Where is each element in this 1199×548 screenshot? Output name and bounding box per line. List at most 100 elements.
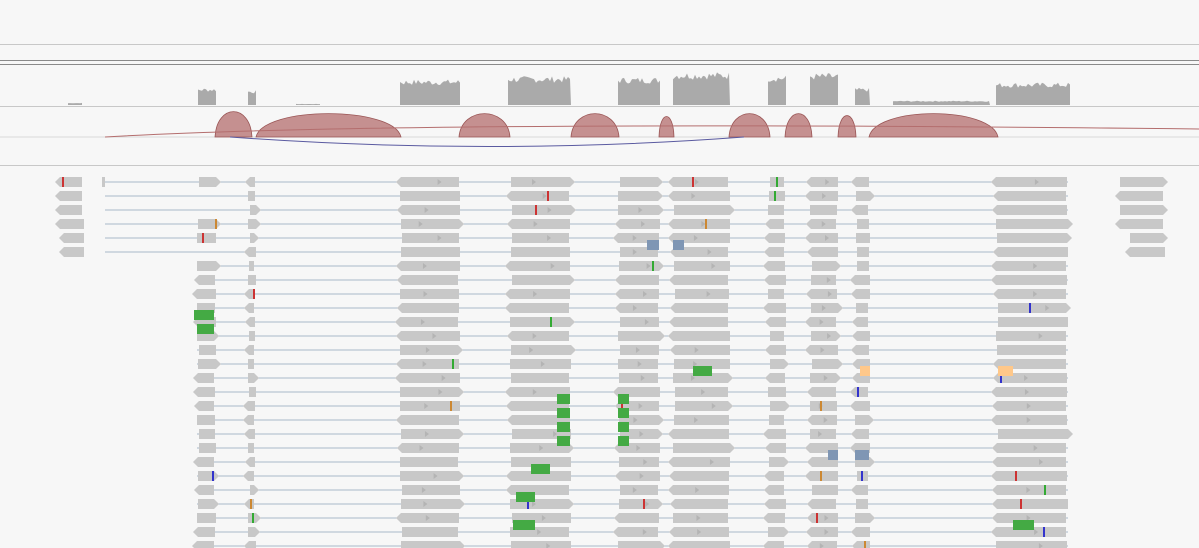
read-strand-arrow [425,347,430,353]
read-strand-arrow [540,361,545,367]
aligned-read [401,499,460,509]
aligned-read [857,317,868,327]
read-strand-arrow [423,501,428,507]
aligned-read [620,317,659,327]
aligned-read [510,289,570,299]
read-strand-arrow [764,247,769,257]
read-strand-arrow [1033,263,1038,269]
read-strand-arrow [537,529,542,535]
read-strand-arrow [765,373,770,383]
aligned-read [400,457,458,467]
read-strand-arrow [805,233,810,243]
coverage-bar [198,88,216,105]
aligned-read [674,317,728,327]
read-strand-arrow [640,375,645,381]
read-strand-arrow [730,205,735,215]
read-strand-arrow [396,331,401,341]
read-strand-arrow [255,527,260,537]
aligned-read [619,373,658,383]
aligned-read [199,485,214,495]
read-strand-arrow [569,443,574,453]
read-strand-arrow [254,233,259,243]
read-strand-arrow [852,541,857,548]
aligned-read [674,359,730,369]
read-strand-arrow [441,375,446,381]
read-strand-arrow [696,515,701,521]
aligned-read [402,527,458,537]
aligned-read [673,485,729,495]
aligned-read [857,359,870,369]
read-strand-arrow [701,221,706,227]
read-strand-arrow [821,221,826,227]
read-strand-arrow [506,485,511,495]
aligned-read [856,191,870,201]
aligned-read [249,345,254,355]
read-strand-arrow [613,387,618,397]
aligned-read [770,331,784,341]
aligned-read [511,485,569,495]
aligned-read [673,233,730,243]
aligned-read [673,443,730,453]
read-strand-arrow [1033,445,1038,451]
aligned-read [675,345,730,355]
read-strand-arrow [1068,429,1073,439]
read-strand-arrow [256,205,261,215]
aligned-read [619,457,659,467]
aligned-read [250,457,255,467]
aligned-read [64,233,84,243]
read-strand-arrow [807,415,812,425]
read-strand-arrow [615,289,620,299]
read-strand-arrow [851,527,856,537]
read-strand-arrow [1033,291,1038,297]
aligned-read [997,485,1066,495]
read-strand-arrow [638,403,643,409]
read-strand-arrow [570,275,575,285]
base-mismatch [1015,471,1017,481]
read-strand-arrow [570,317,575,327]
aligned-read [249,387,256,397]
aligned-read [855,387,868,397]
aligned-read [249,289,255,299]
aligned-read [199,443,216,453]
read-strand-arrow [542,193,547,199]
aligned-read [60,205,82,215]
aligned-read [997,233,1067,243]
read-strand-arrow [529,347,534,353]
read-strand-arrow [1125,247,1130,257]
read-strand-arrow [418,221,423,227]
aligned-read [619,499,658,509]
read-strand-arrow [615,219,620,229]
colored-read-feature [618,394,629,404]
read-strand-arrow [819,543,824,548]
read-strand-arrow [642,529,647,535]
read-strand-arrow [1045,305,1050,311]
aligned-read [60,177,82,187]
read-strand-arrow [784,359,789,369]
aligned-read [620,485,658,495]
read-strand-arrow [668,331,673,341]
read-strand-arrow [992,485,997,495]
colored-read-feature [194,310,214,320]
coverage-bar [768,75,786,105]
read-strand-arrow [660,541,665,548]
aligned-read [511,457,571,467]
read-strand-arrow [547,235,552,241]
aligned-read [810,429,836,439]
read-strand-arrow [701,389,706,395]
aligned-read [768,527,784,537]
read-strand-arrow [694,417,699,423]
aligned-read [673,429,729,439]
base-mismatch [535,205,537,215]
read-strand-arrow [668,457,673,467]
aligned-read [996,219,1068,229]
read-strand-arrow [763,261,768,271]
aligned-read [996,527,1066,537]
read-strand-arrow [216,177,221,187]
aligned-read [401,359,459,369]
aligned-read [248,471,254,481]
aligned-read [197,261,216,271]
